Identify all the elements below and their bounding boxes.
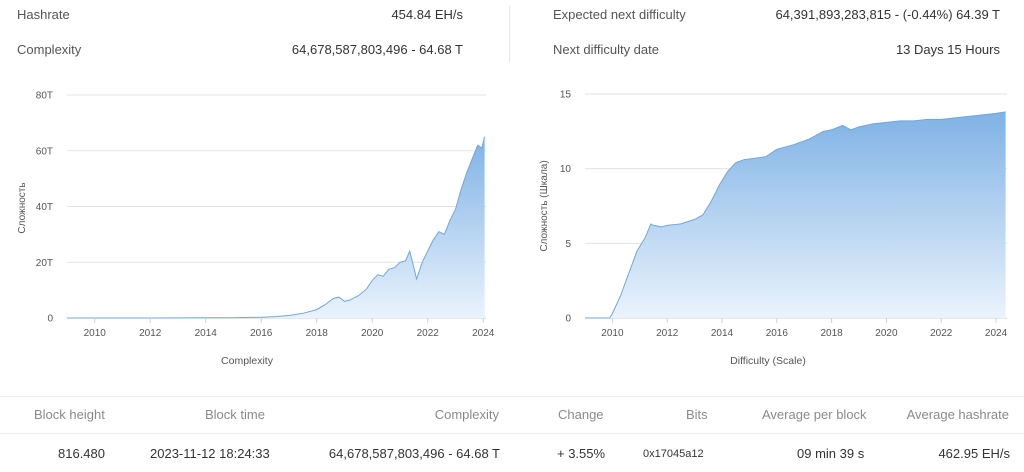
block-height-link[interactable]: 816.480 — [58, 446, 105, 461]
block-bits: 0x17045a12 — [643, 448, 704, 460]
stat-next-difficulty-date: Next difficulty date 13 Days 15 Hours — [553, 42, 1000, 58]
difficulty-scale-chart-area — [585, 111, 1006, 319]
stat-expected-difficulty: Expected next difficulty 64,391,893,283,… — [553, 7, 1000, 23]
complexity-chart-xtick-label: 2012 — [139, 328, 162, 339]
header-bits: Bits — [686, 407, 708, 422]
difficulty-scale-chart-ytick-label: 0 — [565, 314, 571, 325]
hashrate-label: Hashrate — [17, 7, 70, 22]
block-change: + 3.55% — [557, 446, 606, 461]
next-difficulty-date-value: 13 Days 15 Hours — [895, 42, 1000, 57]
complexity-chart: 0 20T 40T 60T 80T 2010 2012 2014 2016 2018 2020 202… — [17, 91, 495, 368]
difficulty-scale-chart-xtick-label: 2012 — [656, 328, 679, 339]
expected-difficulty-label: Expected next difficulty — [553, 7, 686, 22]
hashrate-value: 454.84 EH/s — [391, 7, 463, 22]
difficulty-scale-chart-line — [585, 111, 1006, 319]
block-complexity: 64,678,587,803,496 - 64.68 T — [328, 446, 500, 461]
header-block-time: Block time — [205, 407, 265, 422]
stat-complexity: Complexity 64,678,587,803,496 - 64.68 T — [17, 42, 467, 58]
header-average-per-block: Average per block — [762, 407, 867, 422]
complexity-chart-xtick-label: 2016 — [250, 328, 273, 339]
complexity-chart-xtick-label: 2014 — [195, 328, 218, 339]
complexity-chart-line — [67, 136, 486, 319]
difficulty-scale-chart-ylabel: Сложность (Шкала) — [539, 160, 550, 251]
header-average-hashrate: Average hashrate — [906, 407, 1009, 422]
complexity-chart-ytick-label: 0 — [47, 314, 53, 325]
difficulty-scale-chart-xlabel: Difficulty (Scale) — [730, 355, 806, 367]
difficulty-scale-chart-ytick-label: 10 — [560, 164, 572, 175]
block-average-hashrate: 462.95 EH/s — [938, 446, 1010, 461]
complexity-chart-xtick-label: 2020 — [361, 328, 384, 339]
stat-hashrate: Hashrate 454.84 EH/s — [17, 7, 467, 23]
complexity-chart-xtick-label: 2010 — [84, 328, 107, 339]
difficulty-scale-chart-xtick-label: 2010 — [601, 328, 624, 339]
difficulty-scale-chart-xtick-label: 2022 — [930, 328, 953, 339]
complexity-chart-area — [67, 136, 485, 318]
block-time: 2023-11-12 18:24:33 — [150, 446, 270, 461]
complexity-chart-xtick-label: 2022 — [417, 328, 440, 339]
complexity-chart-ytick-label: 80T — [36, 91, 53, 102]
complexity-chart-ytick-label: 20T — [36, 258, 53, 269]
complexity-chart-ylabel: Сложность — [17, 182, 28, 233]
header-block-height: Block height — [34, 407, 105, 422]
difficulty-scale-chart-ytick-label: 15 — [560, 90, 572, 101]
header-change: Change — [558, 407, 604, 422]
difficulty-scale-chart-xtick-label: 2018 — [820, 328, 843, 339]
expected-difficulty-value: 64,391,893,283,815 - (-0.44%) 64.39 T — [775, 7, 1000, 22]
difficulty-scale-chart-xtick-label: 2024 — [985, 328, 1008, 339]
complexity-chart-xtick-label: 2018 — [306, 328, 329, 339]
complexity-chart-ytick-label: 40T — [36, 202, 53, 213]
difficulty-scale-chart-xtick-label: 2016 — [766, 328, 789, 339]
block-average-per-block: 09 min 39 s — [797, 446, 865, 461]
difficulty-scale-chart-xtick-label: 2014 — [711, 328, 734, 339]
header-complexity: Complexity — [434, 407, 499, 422]
complexity-chart-xlabel: Complexity — [221, 355, 274, 367]
difficulty-scale-chart-xtick-label: 2020 — [875, 328, 898, 339]
complexity-chart-xtick-label: 2024 — [472, 328, 495, 339]
complexity-value: 64,678,587,803,496 - 64.68 T — [291, 42, 463, 57]
difficulty-scale-chart: 0 5 10 15 2010 2012 2014 2016 2018 2020 2022 2024 С… — [539, 90, 1008, 368]
difficulty-scale-chart-ytick-label: 5 — [565, 239, 571, 250]
next-difficulty-date-label: Next difficulty date — [553, 42, 659, 57]
blocks-table: Block height Block time Complexity Chang… — [0, 396, 1024, 470]
complexity-chart-ytick-label: 60T — [36, 146, 53, 157]
table-row: 816.480 2023-11-12 18:24:33 64,678,587,8… — [0, 434, 1024, 470]
stats-divider — [509, 6, 510, 62]
complexity-label: Complexity — [17, 42, 82, 57]
table-header-row: Block height Block time Complexity Chang… — [0, 396, 1024, 434]
